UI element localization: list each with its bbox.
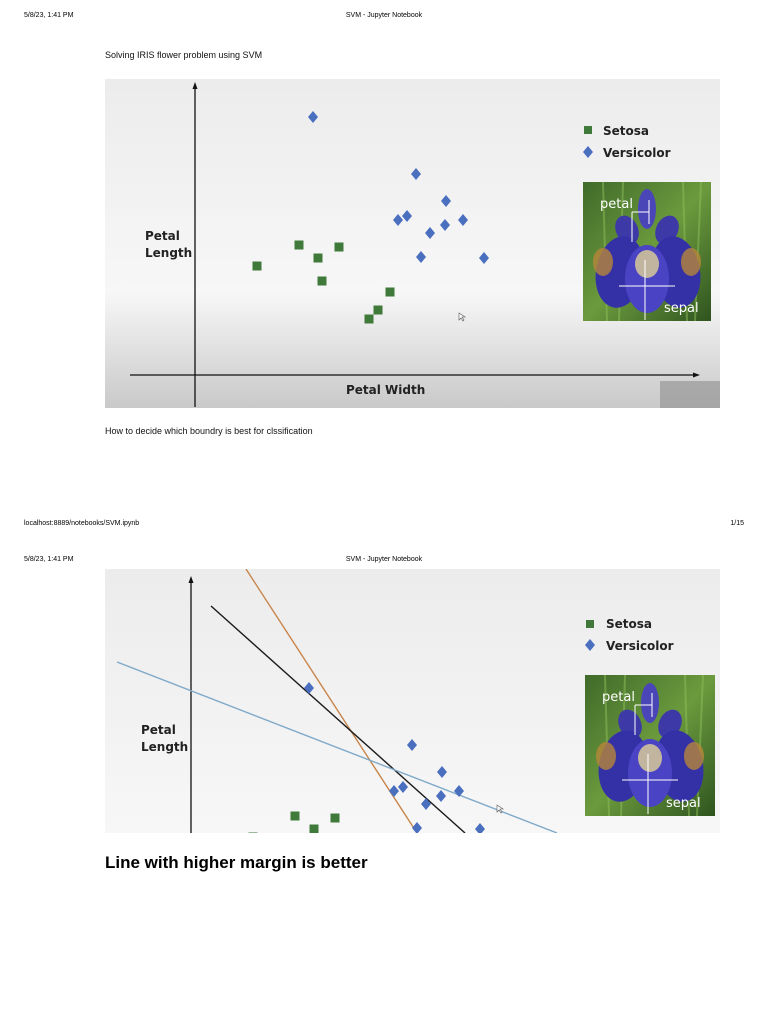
iris-flower-image-2: petal sepal <box>585 674 715 817</box>
print-url: localhost:8889/notebooks/SVM.ipynb <box>24 520 140 527</box>
setosa-point <box>290 811 300 821</box>
setosa-point <box>248 832 258 833</box>
versicolor-point <box>407 739 417 751</box>
legend-versicolor-marker-2 <box>585 639 595 651</box>
versicolor-point <box>441 195 451 207</box>
page-number: 1/15 <box>730 520 744 527</box>
setosa-point <box>309 824 319 833</box>
setosa-point <box>294 240 304 250</box>
versicolor-point <box>398 781 408 793</box>
setosa-point <box>364 314 374 324</box>
print-title-2: SVM - Jupyter Notebook <box>345 556 423 563</box>
versicolor-point <box>411 168 421 180</box>
data-points-1 <box>252 111 489 324</box>
question-text: How to decide which boundry is best for … <box>105 426 313 436</box>
boundary-line-black <box>210 605 466 833</box>
y-axis-label-2-line1: Petal <box>141 723 176 737</box>
setosa-point <box>313 253 323 263</box>
legend-setosa-label-2: Setosa <box>606 617 652 631</box>
setosa-point <box>330 813 340 823</box>
data-points-2 <box>248 682 485 833</box>
versicolor-point <box>454 785 464 797</box>
legend-setosa-marker-2 <box>586 620 594 628</box>
versicolor-point <box>479 252 489 264</box>
iris-flower-image: petal sepal <box>583 181 711 322</box>
versicolor-point <box>440 219 450 231</box>
legend-versicolor-label: Versicolor <box>603 146 671 160</box>
versicolor-point <box>402 210 412 222</box>
versicolor-point <box>416 251 426 263</box>
y-axis-label-line2: Length <box>145 246 192 260</box>
setosa-point <box>334 242 344 252</box>
legend-versicolor-marker <box>583 146 593 158</box>
legend-setosa-label: Setosa <box>603 124 649 138</box>
setosa-point <box>385 287 395 297</box>
cursor-icon <box>458 312 466 322</box>
x-axis-label: Petal Width <box>346 383 425 397</box>
petal-label: petal <box>600 197 633 212</box>
petal-label-2: petal <box>602 690 635 705</box>
svm-slide-1: Petal Length Petal Width Setosa Versicol… <box>105 79 720 408</box>
legend-versicolor-label-2: Versicolor <box>606 639 674 653</box>
setosa-point <box>252 261 262 271</box>
webcam-thumbnail <box>660 381 720 408</box>
setosa-point <box>373 305 383 315</box>
boundary-line-blue <box>116 661 558 833</box>
sepal-label: sepal <box>664 301 699 316</box>
legend-setosa-marker <box>584 126 592 134</box>
cursor-icon-2 <box>496 804 504 814</box>
versicolor-point <box>425 227 435 239</box>
print-date: 5/8/23, 1:41 PM <box>24 12 74 19</box>
svm-slide-2: Petal Length Setosa Versicolor peta <box>105 569 720 833</box>
versicolor-point <box>421 798 431 810</box>
versicolor-point <box>393 214 403 226</box>
print-title: SVM - Jupyter Notebook <box>345 12 423 19</box>
versicolor-point <box>412 822 422 833</box>
boundary-line-orange <box>245 569 418 833</box>
scatter-plot-2: Petal Length Setosa Versicolor peta <box>105 569 720 833</box>
versicolor-point <box>436 790 446 802</box>
versicolor-point <box>304 682 314 694</box>
versicolor-point <box>437 766 447 778</box>
print-date-2: 5/8/23, 1:41 PM <box>24 556 74 563</box>
versicolor-point <box>389 785 399 797</box>
y-axis-label-2-line2: Length <box>141 740 188 754</box>
setosa-point <box>317 276 327 286</box>
versicolor-point <box>308 111 318 123</box>
versicolor-point <box>458 214 468 226</box>
margin-heading: Line with higher margin is better <box>105 853 368 872</box>
sepal-label-2: sepal <box>666 796 701 811</box>
scatter-plot-1: Petal Length Petal Width Setosa Versicol… <box>105 79 720 408</box>
intro-text: Solving IRIS flower problem using SVM <box>105 50 263 60</box>
versicolor-point <box>475 823 485 833</box>
y-axis-label-line1: Petal <box>145 229 180 243</box>
